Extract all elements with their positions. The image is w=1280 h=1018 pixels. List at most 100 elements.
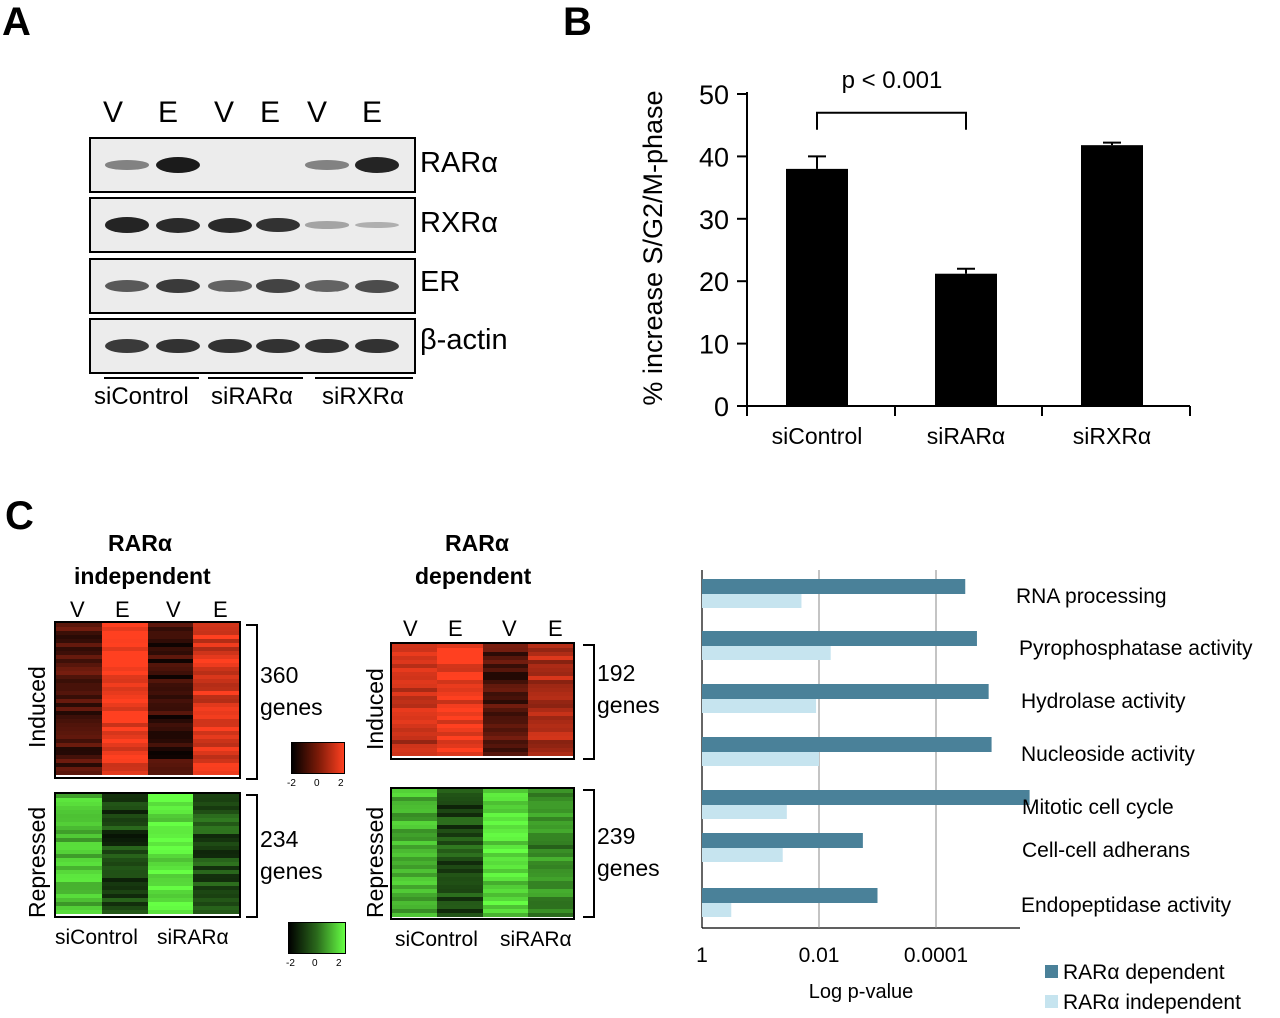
heatmap-cell — [392, 720, 438, 724]
heatmap-cell — [101, 691, 148, 695]
heatmap-cell — [56, 874, 103, 878]
heatmap-cell — [56, 906, 103, 910]
heatmap-cell — [392, 744, 438, 748]
heatmap-cell — [101, 842, 148, 846]
heatmap-cell — [392, 708, 438, 712]
heatmap-cell — [193, 743, 239, 747]
heatmap-cell — [482, 897, 529, 901]
heatmap-cell — [437, 688, 483, 692]
heatmap-cell — [527, 905, 573, 909]
heatmap-cell — [482, 857, 529, 861]
heatmap-cell — [527, 809, 573, 813]
heatmap-cell — [147, 755, 194, 759]
category-label: Endopeptidase activity — [1021, 894, 1232, 917]
heatmap-cell — [392, 841, 438, 845]
heatmap-cell — [437, 797, 483, 801]
heatmap-cell — [101, 727, 148, 731]
heatmap-cell — [437, 881, 483, 885]
heatmap-cell — [527, 740, 573, 744]
heatmap-cell — [56, 854, 103, 858]
x-tick-label: 0.0001 — [904, 944, 968, 967]
blot-strip — [89, 197, 416, 253]
heatmap-cell — [482, 893, 529, 897]
heatmap-cell — [193, 846, 239, 850]
heatmap-cell — [437, 684, 483, 688]
heatmap-cell — [193, 623, 239, 627]
heatmap-cell — [193, 735, 239, 739]
heatmap-cell — [392, 660, 438, 664]
category-label: Pyrophosphatase activity — [1019, 637, 1253, 660]
heatmap-cell — [56, 691, 103, 695]
heatmap-cell — [527, 909, 573, 913]
heatmap-cell — [147, 743, 194, 747]
heatmap-cell — [527, 700, 573, 704]
heatmap-cell — [56, 655, 103, 659]
heatmap-cell — [392, 793, 438, 797]
heatmap-cell — [392, 829, 438, 833]
heatmap-cell — [392, 853, 438, 857]
heatmap-cell — [193, 862, 239, 866]
heatmap-cell — [527, 813, 573, 817]
heatmap-cell — [101, 810, 148, 814]
heatmap-cell — [527, 821, 573, 825]
heatmap-cell — [437, 652, 483, 656]
heatmap-cell — [147, 818, 194, 822]
heatmap-cell — [392, 664, 438, 668]
bar-independent — [702, 805, 787, 819]
heatmap-cell — [527, 676, 573, 680]
heatmap-cell — [193, 874, 239, 878]
heatmap-cell — [437, 648, 483, 652]
scale-bar — [288, 922, 346, 954]
heatmap-cell — [437, 813, 483, 817]
heatmap-cell — [56, 739, 103, 743]
y-axis-label: % increase S/G2/M-phase — [638, 90, 668, 405]
heatmap-cell — [101, 890, 148, 894]
heatmap-cell — [101, 699, 148, 703]
heatmap-cell — [193, 866, 239, 870]
heatmap-cell — [482, 700, 529, 704]
heatmap-cell — [101, 814, 148, 818]
heatmap-cell — [101, 878, 148, 882]
bar — [1081, 145, 1143, 406]
heatmap-cell — [392, 885, 438, 889]
group-label: siRARα — [211, 383, 293, 410]
heatmap-cell — [193, 683, 239, 687]
legend-swatch-dependent — [1045, 965, 1058, 978]
heatmap-cell — [193, 687, 239, 691]
heatmap-cell — [147, 643, 194, 647]
heatmap-cell — [392, 652, 438, 656]
heatmap-cell — [193, 711, 239, 715]
heatmap-cell — [482, 660, 529, 664]
bar-dependent — [702, 737, 992, 752]
scale-tick: -2 — [286, 958, 295, 969]
lane-label: V — [307, 96, 328, 129]
heatmap-cell — [482, 716, 529, 720]
heatmap-cell — [392, 728, 438, 732]
scale-bar — [291, 742, 345, 774]
heatmap-repressed — [390, 787, 575, 920]
heatmap-cell — [56, 890, 103, 894]
heatmap-cell — [56, 886, 103, 890]
bar-dependent — [702, 631, 977, 646]
heatmap-cell — [101, 687, 148, 691]
blot-band — [156, 279, 200, 293]
heatmap-cell — [56, 830, 103, 834]
heatmap-cell — [56, 623, 103, 627]
heatmap-cell — [482, 644, 529, 648]
heatmap-cell — [392, 881, 438, 885]
heatmap-cell — [101, 826, 148, 830]
heatmap-cell — [392, 809, 438, 813]
heatmap-cell — [101, 818, 148, 822]
heatmap-cell — [527, 696, 573, 700]
heatmap-cell — [147, 623, 194, 627]
heatmap-cell — [147, 826, 194, 830]
heatmap-cell — [392, 648, 438, 652]
heatmap-cell — [147, 715, 194, 719]
heatmap-cell — [147, 890, 194, 894]
heatmap-cell — [101, 639, 148, 643]
group-line — [104, 377, 199, 379]
heatmap-cell — [193, 810, 239, 814]
lane-label: V — [502, 616, 517, 641]
heatmap-cell — [147, 850, 194, 854]
heatmap-cell — [437, 809, 483, 813]
